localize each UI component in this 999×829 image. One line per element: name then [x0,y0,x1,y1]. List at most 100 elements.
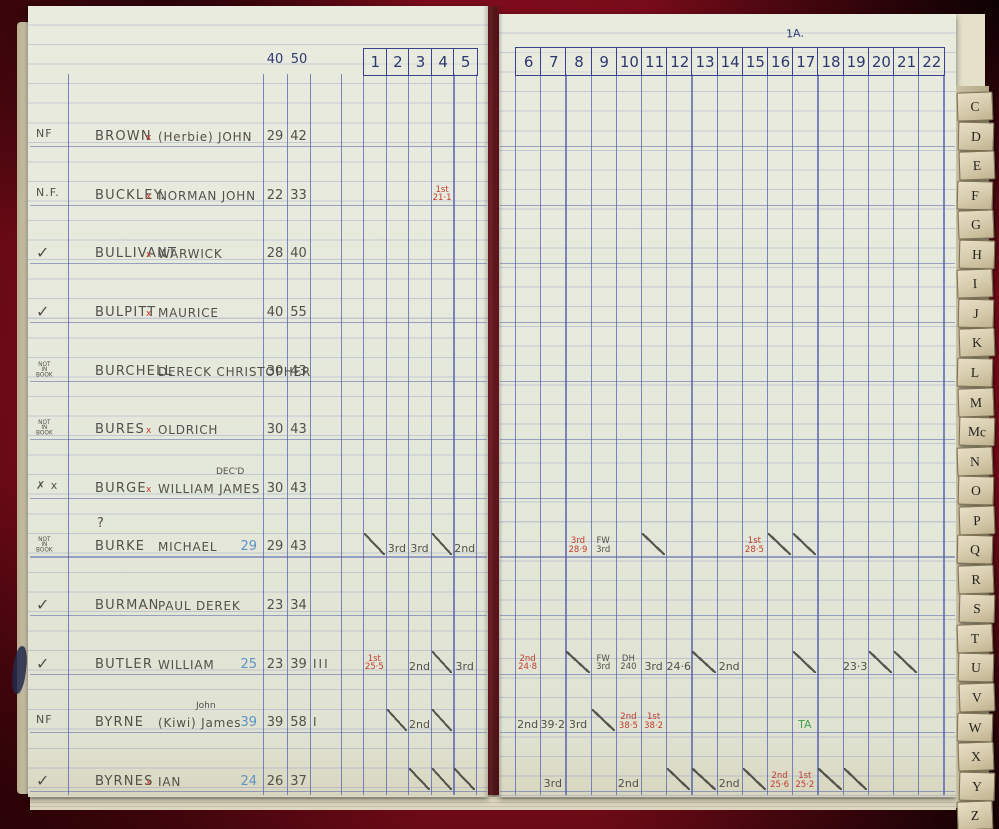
number-2: 39 [290,656,307,672]
grid-mark: 1st 25·5 [364,653,384,673]
row-line [30,380,487,382]
row-line [500,204,955,206]
grid-mark: 39·2 [540,718,566,732]
number-1: 40 [266,304,284,320]
number-2: 43 [290,363,307,379]
header-left-number: 50 [290,52,308,67]
grid-vline [385,74,387,795]
name-note: DEC'D [216,466,245,477]
page-edge-left [17,22,30,794]
grid-vline [408,74,410,795]
number-2: 43 [290,422,307,438]
index-tab-e: E [958,150,996,181]
index-tab-l: L [956,357,994,388]
grid-slash [431,768,453,791]
query-mark: ? [97,516,104,532]
number-1: 30 [266,422,284,438]
row-line [30,791,487,793]
column-header-4: 4 [430,48,455,76]
grid-mark: TA [798,718,812,732]
surname: BYRNES [95,774,154,790]
x-mark: x [146,308,152,319]
grid-vline [817,74,819,795]
x-mark: x [146,778,152,789]
row-line [30,673,487,675]
left-page [28,6,488,797]
surname: BUTLER [95,656,154,672]
row-line [500,146,955,148]
index-tab-w: W [956,712,994,743]
grid-vline [641,74,643,795]
row-line [500,615,955,617]
index-tab-z: Z [956,800,994,829]
grid-mark: 1st 28·5 [744,536,764,555]
grid-vline [716,74,718,795]
number-2: 37 [290,774,307,790]
grid-vline [615,74,617,795]
surname: BYRNE [95,715,145,731]
grid-mark: 3rd [410,542,429,556]
row-line [500,497,955,499]
grid-slash [364,533,385,556]
grid-vline [540,74,542,795]
tally-marks: III [313,656,330,671]
status-marker: ✓ [36,653,51,673]
grid-vline [792,74,794,795]
row-line [500,732,955,734]
page-edge-bottom [30,795,956,810]
surname: BURES [95,422,145,438]
grid-mark: 2nd [409,659,430,673]
grid-slash [566,650,590,673]
column-header-11: 11 [641,47,668,76]
status-not-in-book: NOT IN BOOK [36,360,53,378]
blue-number: 25 [240,656,257,672]
column-header-19: 19 [842,47,869,76]
index-tab-g: G [957,209,995,240]
index-tab-mc: Mc [958,416,996,447]
number-1: 30 [266,480,284,496]
column-header-22: 22 [918,47,946,76]
grid-vline [741,74,743,795]
row-line [30,146,487,148]
grid-slash [742,768,766,791]
grid-slash [409,768,430,791]
index-tab-q: Q [956,534,994,565]
grid-vline [287,74,289,795]
index-tab-n: N [956,445,994,477]
column-header-15: 15 [741,47,768,76]
grid-mark: 3rd [543,777,562,791]
status-marker: ✓ [36,771,51,791]
index-tab-o: O [957,475,995,506]
grid-vline [310,74,312,795]
index-tab-d: D [957,121,995,152]
grid-vline [918,74,920,795]
grid-slash [793,650,817,673]
column-header-8: 8 [565,47,592,76]
index-tab-s: S [958,593,996,624]
grid-mark: 3rd 28·9 [568,536,588,555]
row-line [500,556,955,558]
row-line [500,321,955,323]
grid-mark: 2nd [718,777,740,791]
gutter-shadow [483,6,503,797]
x-mark: x [146,191,152,202]
grid-slash [793,533,817,556]
status-not-in-book: NOT IN BOOK [36,419,53,436]
grid-mark: 1st 21·1 [432,184,452,204]
grid-slash [431,709,453,732]
grid-slash [692,650,716,673]
column-header-17: 17 [792,47,819,76]
grid-mark: 3rd [644,659,663,673]
number-1: 29 [266,129,284,144]
row-line [30,497,487,499]
status-marker: ✗ x [36,478,59,492]
given-names: MAURICE [158,305,219,320]
grid-vline [842,74,844,795]
number-2: 43 [290,539,307,555]
index-tab-k: K [958,327,996,359]
grid-vline [590,74,592,795]
